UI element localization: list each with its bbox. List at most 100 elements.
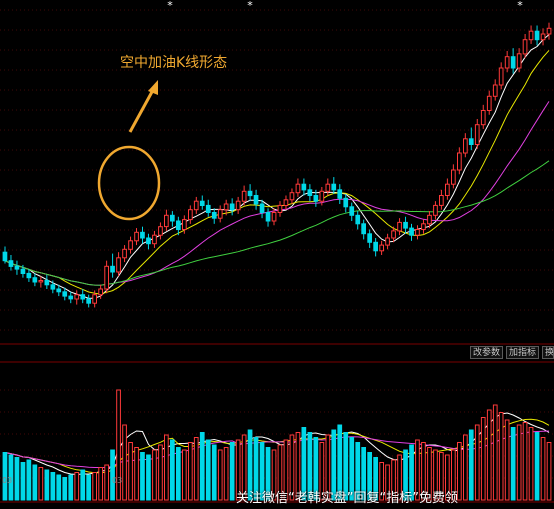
candle-body xyxy=(223,203,229,211)
candle-body xyxy=(170,214,175,222)
volume-bar xyxy=(522,422,528,501)
candle-body xyxy=(397,221,402,232)
ma5-line xyxy=(4,34,550,299)
volume-bar xyxy=(504,419,510,501)
candle-body xyxy=(307,189,313,197)
candle-body xyxy=(188,209,193,221)
volume-bar xyxy=(229,442,235,501)
date-label-first: 03 xyxy=(2,476,13,485)
candle-body xyxy=(50,284,56,290)
candle-body xyxy=(8,260,14,267)
volume-bar xyxy=(14,457,20,501)
candle-body xyxy=(56,288,62,293)
candle-body xyxy=(271,212,277,222)
volume-bar xyxy=(510,427,516,501)
candle-body xyxy=(176,220,181,230)
volume-bar xyxy=(516,424,522,501)
top-star-marker: * xyxy=(167,0,173,12)
candle-body xyxy=(193,200,199,211)
volume-bar xyxy=(457,442,462,501)
volume-bar xyxy=(451,449,456,501)
switch-button[interactable]: 换 xyxy=(542,346,554,359)
candle-body xyxy=(313,195,319,202)
candle-body xyxy=(253,195,259,205)
volume-bar xyxy=(307,432,313,501)
volume-bar xyxy=(80,469,86,501)
volume-bar xyxy=(421,442,426,501)
volume-bar xyxy=(289,434,295,501)
volume-bar xyxy=(361,447,366,501)
candle-body xyxy=(445,183,450,196)
volume-bar xyxy=(170,439,175,501)
candle-body xyxy=(265,212,271,222)
candle-body xyxy=(116,257,121,273)
candle-body xyxy=(516,53,522,69)
volume-bar xyxy=(32,464,38,501)
ma20-line xyxy=(4,101,550,286)
volume-bar xyxy=(277,444,283,501)
change-params-button[interactable]: 改参数 xyxy=(470,346,504,359)
volume-bar xyxy=(480,417,486,501)
candle-body xyxy=(217,209,223,219)
volume-bar xyxy=(62,477,68,501)
candle-body xyxy=(134,231,139,242)
candle-body xyxy=(122,248,127,259)
volume-bar xyxy=(122,424,127,501)
candle-body xyxy=(415,229,420,236)
volume-bar xyxy=(439,452,444,501)
volume-bar xyxy=(283,439,289,501)
candle-body xyxy=(80,294,86,300)
candle-body xyxy=(229,203,235,211)
volume-bar xyxy=(199,432,205,501)
volume-bar xyxy=(241,434,247,501)
annotation-arrow-head xyxy=(148,80,158,95)
candle-body xyxy=(283,199,289,207)
volume-bar xyxy=(20,462,26,501)
candle-body xyxy=(289,192,295,201)
volume-bar xyxy=(337,424,343,501)
volume-bar xyxy=(391,459,396,501)
volume-bars xyxy=(2,389,552,501)
volume-bar xyxy=(217,449,223,501)
volume-bar xyxy=(474,424,480,501)
volume-bar xyxy=(385,464,390,501)
volume-bar xyxy=(152,449,157,501)
candle-body xyxy=(277,204,283,213)
candle-body xyxy=(439,195,444,206)
candle-body xyxy=(211,212,217,219)
moving-average-lines xyxy=(4,34,550,299)
volume-bar xyxy=(349,437,355,501)
candle-body xyxy=(474,124,480,145)
candle-body xyxy=(164,214,169,228)
volume-bar xyxy=(38,467,44,501)
volume-bar xyxy=(211,444,217,501)
candle-body xyxy=(152,234,157,245)
volume-bar xyxy=(379,462,384,501)
volume-bar xyxy=(104,464,110,501)
volume-bar xyxy=(188,442,193,501)
candle-body xyxy=(385,237,390,246)
candle-body xyxy=(427,214,432,225)
volume-bar xyxy=(271,449,277,501)
candle-body xyxy=(104,265,110,290)
volume-bar xyxy=(367,452,372,501)
candle-body xyxy=(343,197,349,208)
top-markers: * * * xyxy=(167,0,523,12)
candle-body xyxy=(433,204,438,216)
candle-body xyxy=(492,84,498,97)
volume-bar xyxy=(492,404,498,501)
candle-body xyxy=(457,152,462,171)
volume-bar xyxy=(331,429,337,501)
candle-body xyxy=(146,237,151,245)
candle-body xyxy=(540,33,546,41)
volume-bar xyxy=(50,472,56,501)
candle-body xyxy=(62,291,68,297)
candle-body xyxy=(158,226,163,236)
add-indicator-button[interactable]: 加指标 xyxy=(506,346,540,359)
volume-bar xyxy=(193,437,199,501)
candle-body xyxy=(379,244,384,252)
candle-body xyxy=(546,27,552,35)
volume-bar xyxy=(498,412,504,501)
candle-body xyxy=(247,190,253,197)
